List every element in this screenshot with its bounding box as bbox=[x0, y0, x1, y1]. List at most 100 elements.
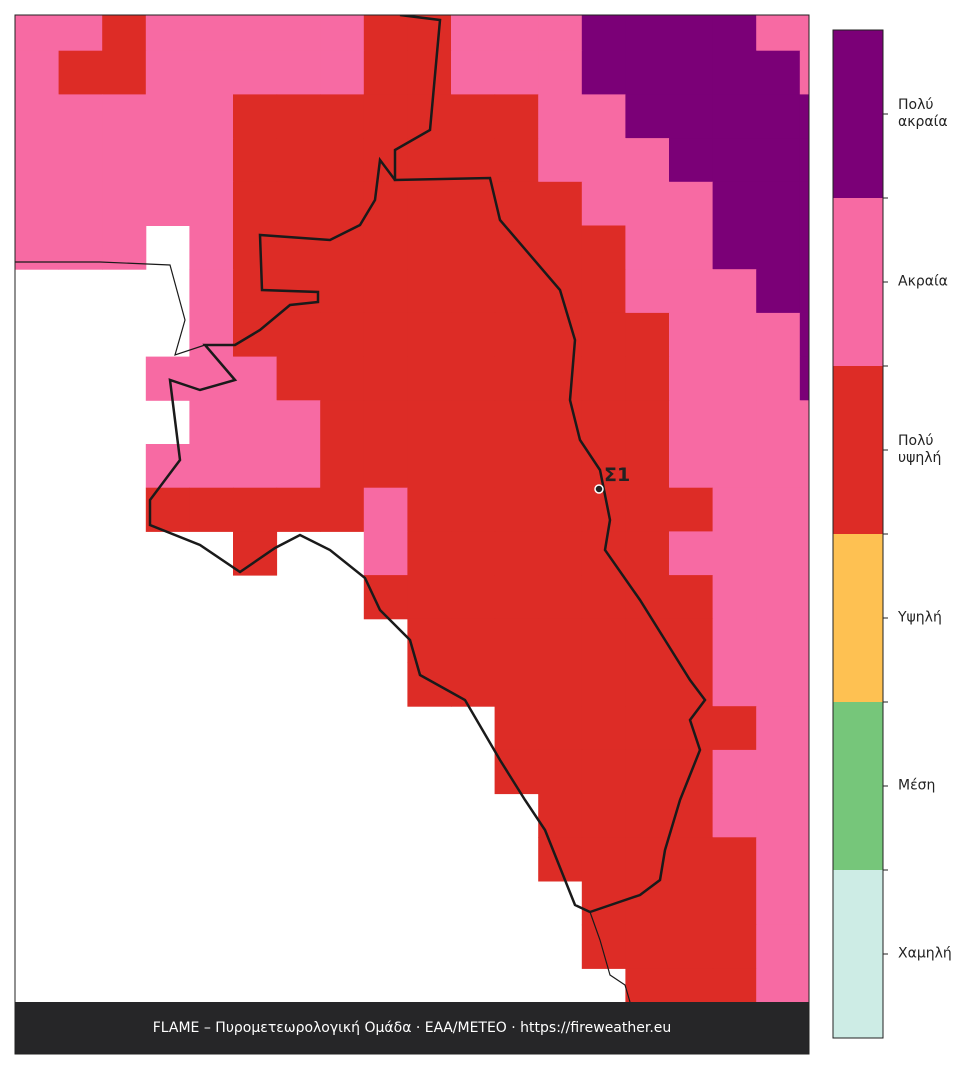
grid-cell bbox=[712, 15, 757, 52]
grid-cell bbox=[669, 575, 714, 620]
grid-cell bbox=[451, 356, 496, 401]
legend-label: Πολύ υψηλή bbox=[898, 433, 942, 466]
grid-cell bbox=[189, 50, 234, 95]
grid-cell bbox=[320, 50, 365, 95]
grid-cell bbox=[625, 50, 670, 95]
grid-cell bbox=[799, 400, 809, 445]
grid-cell bbox=[669, 356, 714, 401]
grid-cell bbox=[451, 531, 496, 576]
grid-cell bbox=[712, 618, 757, 663]
region-border bbox=[148, 156, 591, 914]
grid-cell bbox=[538, 15, 583, 52]
grid-cell bbox=[799, 575, 809, 620]
grid-cell bbox=[494, 662, 539, 707]
grid-cell bbox=[363, 400, 408, 445]
grid-cell bbox=[625, 225, 670, 270]
legend-label: Υψηλή bbox=[898, 609, 942, 626]
grid-cell bbox=[538, 312, 583, 358]
grid-cell bbox=[756, 356, 801, 401]
grid-cell bbox=[189, 487, 234, 532]
grid-cell bbox=[145, 138, 190, 183]
grid-cell bbox=[494, 444, 539, 489]
grid-cell bbox=[625, 793, 670, 838]
grid-cell bbox=[363, 356, 408, 401]
grid-cell bbox=[451, 94, 496, 139]
footer-text: FLAME – Πυρομετεωρολογική Ομάδα · ΕΑΑ/ME… bbox=[152, 1020, 672, 1036]
grid-cell bbox=[58, 225, 103, 270]
grid-cell bbox=[145, 181, 190, 226]
grid-cell bbox=[756, 924, 801, 969]
grid-cell bbox=[581, 94, 626, 139]
grid-cell bbox=[712, 50, 757, 95]
grid-cell bbox=[581, 662, 626, 707]
grid-cell bbox=[494, 356, 539, 401]
grid-cell bbox=[669, 312, 714, 358]
grid-cell bbox=[494, 181, 539, 226]
grid-cell bbox=[799, 924, 809, 969]
station-label: Σ1 bbox=[604, 464, 631, 486]
grid-cell bbox=[145, 356, 190, 401]
borders bbox=[15, 15, 707, 1003]
grid-cell bbox=[756, 400, 801, 445]
grid-cell bbox=[233, 356, 278, 401]
grid-cell bbox=[756, 444, 801, 489]
grid-cell bbox=[320, 181, 365, 226]
grid-cell bbox=[233, 312, 278, 358]
grid-cell bbox=[320, 444, 365, 489]
grid-cell bbox=[233, 487, 278, 532]
grid-cell bbox=[712, 225, 757, 270]
grid-cell bbox=[276, 15, 321, 52]
grid-cell bbox=[189, 181, 234, 226]
grid-cell bbox=[799, 793, 809, 838]
grid-cell bbox=[407, 356, 452, 401]
grid-cell bbox=[189, 269, 234, 314]
grid-cell bbox=[363, 50, 408, 95]
grid-cell bbox=[189, 400, 234, 445]
grid-cell bbox=[756, 706, 801, 751]
grid-cell bbox=[669, 138, 714, 183]
grid-cell bbox=[320, 400, 365, 445]
grid-cell bbox=[756, 50, 801, 95]
grid-cell bbox=[451, 50, 496, 95]
legend-label: Μέση bbox=[898, 777, 936, 794]
grid-cell bbox=[15, 50, 60, 95]
grid-cell bbox=[58, 138, 103, 183]
grid-cell bbox=[625, 400, 670, 445]
grid-cell bbox=[363, 269, 408, 314]
grid-cell bbox=[233, 94, 278, 139]
grid-cell bbox=[538, 181, 583, 226]
grid-cell bbox=[15, 138, 60, 183]
colorbar-segment bbox=[833, 30, 883, 198]
grid-cell bbox=[538, 837, 583, 882]
grid-cell bbox=[538, 94, 583, 139]
grid-cell bbox=[756, 837, 801, 882]
grid-cell bbox=[233, 400, 278, 445]
grid-cell bbox=[276, 312, 321, 358]
grid-cell bbox=[625, 15, 670, 52]
grid-cell bbox=[407, 138, 452, 183]
grid-cell bbox=[756, 225, 801, 270]
grid-cell bbox=[712, 487, 757, 532]
grid-cell bbox=[581, 15, 626, 52]
grid-cell bbox=[581, 225, 626, 270]
grid-cell bbox=[363, 531, 408, 576]
grid-cell bbox=[451, 312, 496, 358]
legend-label: Ακραία bbox=[898, 273, 948, 290]
grid-cell bbox=[363, 181, 408, 226]
grid-cell bbox=[276, 356, 321, 401]
grid-cell bbox=[538, 356, 583, 401]
grid-cell bbox=[233, 531, 278, 576]
grid-cell bbox=[625, 269, 670, 314]
grid-cell bbox=[669, 706, 714, 751]
grid-cell bbox=[669, 400, 714, 445]
grid-cell bbox=[320, 312, 365, 358]
grid-cell bbox=[756, 312, 801, 358]
grid-cell bbox=[581, 793, 626, 838]
grid-cell bbox=[538, 487, 583, 532]
grid-cell bbox=[233, 50, 278, 95]
colorbar-segment bbox=[833, 702, 883, 870]
grid-cell bbox=[756, 138, 801, 183]
grid-cell bbox=[363, 487, 408, 532]
colorbar-segment bbox=[833, 198, 883, 366]
grid-cell bbox=[145, 94, 190, 139]
